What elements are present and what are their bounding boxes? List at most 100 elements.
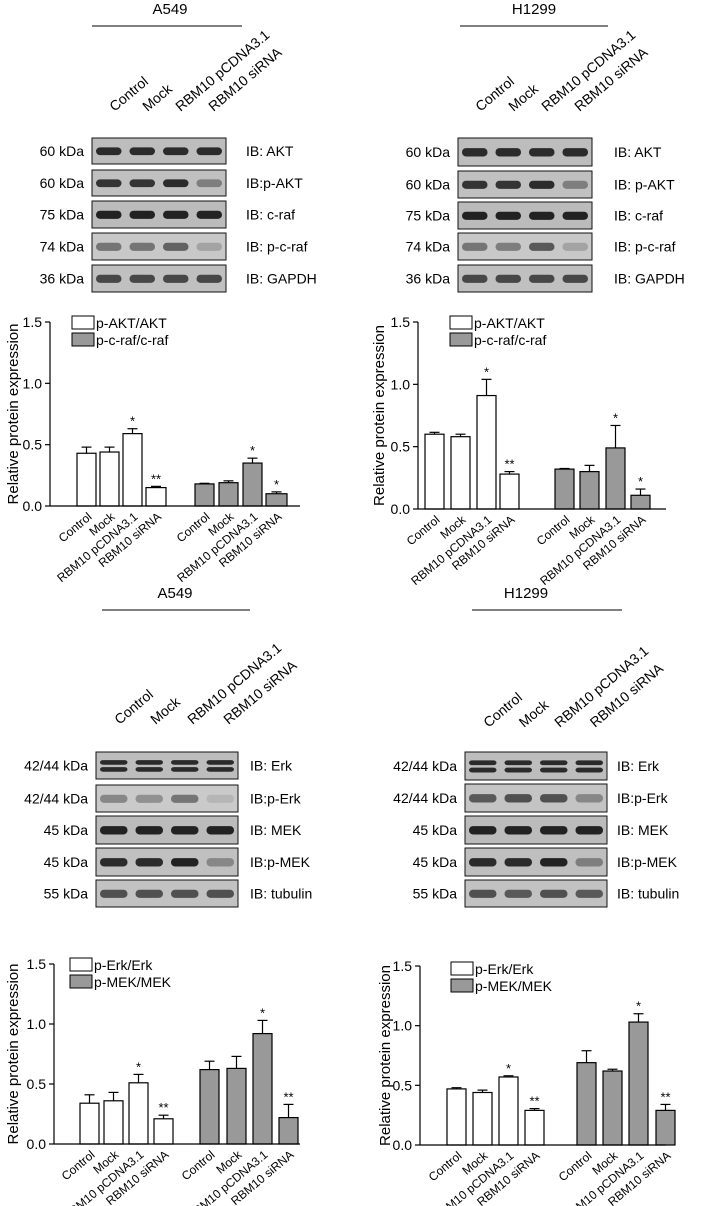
significance-mark: * xyxy=(613,410,618,425)
bar xyxy=(128,1082,149,1145)
protein-band xyxy=(504,826,532,835)
legend-swatch xyxy=(449,332,473,347)
bar xyxy=(499,473,520,510)
significance-mark: ** xyxy=(283,1089,293,1104)
kda-label: 74 kDa xyxy=(406,239,451,255)
y-tick-label: 1.5 xyxy=(391,314,411,330)
y-tick-label: 0.0 xyxy=(27,1136,47,1152)
ib-label: IB: tubulin xyxy=(250,886,312,902)
protein-band xyxy=(96,242,122,251)
ib-label: IB: tubulin xyxy=(617,886,679,902)
protein-band xyxy=(100,760,128,765)
kda-label: 55 kDa xyxy=(44,886,89,902)
bar xyxy=(242,462,263,507)
significance-mark: * xyxy=(506,1061,511,1076)
significance-mark: ** xyxy=(151,471,161,486)
bar xyxy=(79,1102,100,1145)
significance-mark: * xyxy=(136,1059,141,1074)
bar xyxy=(524,1109,545,1146)
protein-band xyxy=(469,826,497,835)
kda-label: 42/44 kDa xyxy=(24,791,88,807)
blot-membrane xyxy=(95,751,239,780)
legend-swatch xyxy=(69,974,93,989)
protein-band xyxy=(540,858,568,867)
blot-strip xyxy=(464,751,608,781)
bar xyxy=(226,1067,247,1145)
protein-band xyxy=(529,211,555,220)
significance-mark: * xyxy=(260,1005,265,1020)
bar xyxy=(99,451,120,507)
kda-label: 60 kDa xyxy=(40,143,85,159)
ib-label: IB: GAPDH xyxy=(246,271,317,287)
y-tick-label: 1.5 xyxy=(27,956,47,972)
protein-band xyxy=(206,826,234,835)
blot-strip xyxy=(95,847,239,877)
protein-band xyxy=(462,148,488,157)
protein-band xyxy=(135,826,163,835)
y-tick-label: 0.5 xyxy=(27,1076,47,1092)
x-tick-label: Control xyxy=(426,1149,465,1185)
bar xyxy=(476,394,497,510)
protein-band xyxy=(96,179,122,188)
significance-mark: ** xyxy=(660,1089,670,1104)
bar xyxy=(554,468,575,510)
bar xyxy=(145,487,167,507)
bar xyxy=(605,447,626,510)
blot-strip xyxy=(95,879,239,908)
legend-label: p-c-raf/c-raf xyxy=(96,332,168,348)
kda-label: 60 kDa xyxy=(40,175,85,191)
significance-mark: * xyxy=(274,477,279,492)
legend-label: p-MEK/MEK xyxy=(94,974,172,990)
protein-band xyxy=(529,274,555,283)
blot-strip xyxy=(464,879,608,908)
protein-band xyxy=(540,760,568,766)
kda-label: 74 kDa xyxy=(40,239,85,255)
protein-band xyxy=(529,180,555,189)
bar xyxy=(194,483,215,507)
protein-band xyxy=(575,767,603,773)
x-tick-label: Control xyxy=(179,1148,218,1184)
protein-band xyxy=(540,794,568,803)
protein-band xyxy=(495,148,521,157)
protein-band xyxy=(163,242,189,251)
bar xyxy=(252,1032,273,1145)
protein-band xyxy=(100,826,128,835)
protein-band xyxy=(462,180,488,189)
ib-label: IB:p-MEK xyxy=(617,854,678,870)
protein-band xyxy=(540,889,568,898)
blot-strip xyxy=(91,232,227,261)
ib-label: IB: p-AKT xyxy=(614,177,675,193)
protein-band xyxy=(504,794,532,803)
kda-label: 42/44 kDa xyxy=(393,758,457,774)
bar xyxy=(278,1116,299,1145)
blot-strip xyxy=(457,137,593,167)
ib-label: IB: MEK xyxy=(617,822,669,838)
significance-mark: ** xyxy=(529,1094,539,1109)
blot-strip xyxy=(464,783,608,813)
protein-band xyxy=(562,211,588,220)
protein-band xyxy=(529,242,555,251)
protein-band xyxy=(575,794,603,803)
bar xyxy=(498,1076,519,1146)
kda-label: 45 kDa xyxy=(44,854,89,870)
protein-band xyxy=(96,210,122,219)
protein-band xyxy=(562,242,588,251)
protein-band xyxy=(495,180,521,189)
protein-band xyxy=(206,858,234,867)
kda-label: 45 kDa xyxy=(413,822,458,838)
protein-band xyxy=(575,889,603,898)
ib-label: IB:p-Erk xyxy=(250,791,302,807)
significance-mark: * xyxy=(636,999,641,1014)
legend-label: p-Erk/Erk xyxy=(94,957,153,973)
bar xyxy=(199,1068,220,1145)
bar xyxy=(424,433,445,510)
blot-strip xyxy=(95,784,239,813)
kda-label: 42/44 kDa xyxy=(393,790,457,806)
